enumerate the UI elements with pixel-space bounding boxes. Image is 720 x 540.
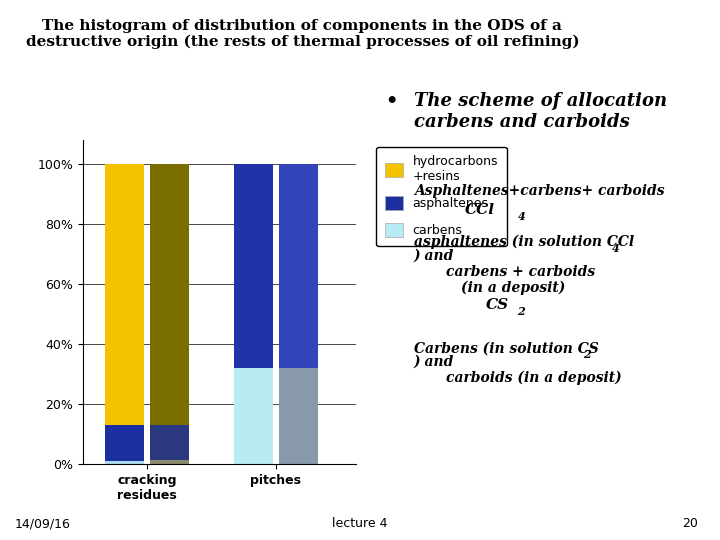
Text: 2: 2 <box>583 349 591 360</box>
Text: destructive origin (the rests of thermal processes of oil refining): destructive origin (the rests of thermal… <box>26 35 579 50</box>
Bar <box>105 426 144 461</box>
Text: Carbens (in solution CS: Carbens (in solution CS <box>414 341 599 355</box>
Text: 20: 20 <box>683 517 698 530</box>
Text: (in a deposit): (in a deposit) <box>461 281 565 295</box>
Legend: hydrocarbons
+resins, asphaltenes, carbens: hydrocarbons +resins, asphaltenes, carbe… <box>377 147 507 246</box>
Bar <box>234 368 273 464</box>
Bar <box>234 164 273 368</box>
Text: CCl: CCl <box>464 202 495 217</box>
Text: •: • <box>385 92 397 111</box>
Text: The histogram of distribution of components in the ODS of a: The histogram of distribution of compone… <box>42 19 562 33</box>
Text: asphaltenes (in solution CCl: asphaltenes (in solution CCl <box>414 235 634 249</box>
Text: Asphaltenes+carbens+ carboids: Asphaltenes+carbens+ carboids <box>414 184 665 198</box>
Bar <box>150 426 189 460</box>
Text: CS: CS <box>486 298 509 312</box>
Bar <box>279 164 318 368</box>
Text: carboids (in a deposit): carboids (in a deposit) <box>446 371 622 386</box>
Bar <box>150 460 189 464</box>
Text: lecture 4: lecture 4 <box>332 517 388 530</box>
Text: 2: 2 <box>517 306 525 317</box>
Bar <box>105 164 144 426</box>
Text: 4: 4 <box>612 243 620 254</box>
Bar <box>279 368 318 464</box>
Text: ) and: ) and <box>414 248 454 262</box>
Text: The scheme of allocation
carbens and carboids: The scheme of allocation carbens and car… <box>414 92 667 131</box>
Text: 4: 4 <box>518 211 526 221</box>
Bar <box>150 164 189 426</box>
Text: ) and: ) and <box>414 355 454 369</box>
Text: carbens + carboids: carbens + carboids <box>446 265 595 279</box>
Bar <box>105 461 144 464</box>
Text: 14/09/16: 14/09/16 <box>14 517 71 530</box>
